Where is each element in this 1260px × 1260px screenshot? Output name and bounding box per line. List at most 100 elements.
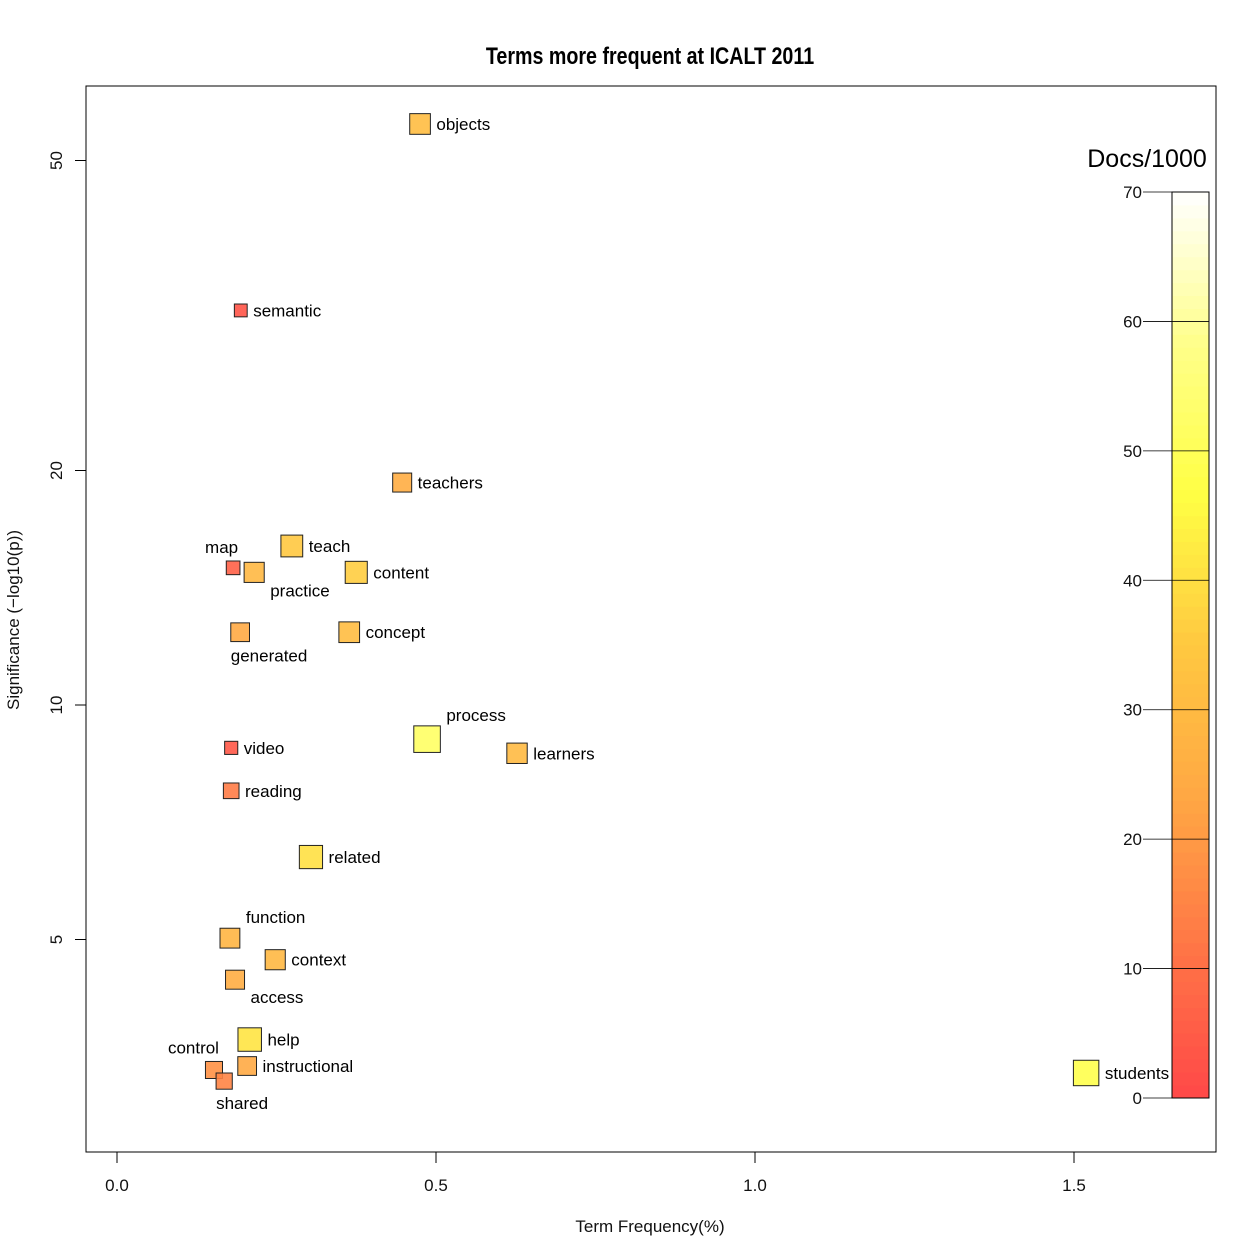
colorbar-tick-label: 60 <box>1123 312 1142 331</box>
point-marker <box>225 969 246 990</box>
colorbar-segment <box>1172 386 1209 400</box>
colorbar-segment <box>1172 399 1209 413</box>
chart-title: Terms more frequent at ICALT 2011 <box>486 42 814 69</box>
point-marker <box>392 472 413 493</box>
colorbar-segment <box>1172 916 1209 931</box>
colorbar-segment <box>1172 761 1209 775</box>
points-layer: objects semantic teachers teach map practice c… <box>168 113 1169 1113</box>
point-label: teachers <box>418 474 483 493</box>
colorbar-segment <box>1172 735 1209 750</box>
colorbar-segment <box>1172 1072 1209 1086</box>
colorbar-segment <box>1172 955 1209 970</box>
colorbar-tick-label: 30 <box>1123 701 1142 720</box>
point-label: access <box>251 988 304 1007</box>
point-marker <box>237 1056 258 1076</box>
point-label: learners <box>533 744 594 763</box>
colorbar-segment <box>1172 632 1209 646</box>
point-practice: practice <box>243 561 330 600</box>
point-marker <box>225 560 241 576</box>
point-context: context <box>264 949 346 971</box>
y-tick-label: 5 <box>47 935 66 944</box>
point-label: practice <box>270 581 330 600</box>
colorbar-segment <box>1172 321 1209 335</box>
colorbar-tick-label: 70 <box>1123 183 1142 202</box>
colorbar-segment <box>1172 683 1209 698</box>
colorbar-segment <box>1172 670 1209 685</box>
colorbar-tick-label: 40 <box>1123 571 1142 590</box>
point-label: related <box>329 848 381 867</box>
point-marker <box>344 560 368 584</box>
point-marker <box>506 742 528 764</box>
colorbar-segment <box>1172 580 1209 594</box>
point-label: teach <box>309 537 351 556</box>
colorbar-segment <box>1172 295 1209 309</box>
point-control: control <box>168 1038 223 1079</box>
colorbar-segment <box>1172 256 1209 271</box>
x-tick-label: 1.0 <box>743 1176 767 1195</box>
point-marker <box>230 622 250 643</box>
point-related: related <box>298 844 381 870</box>
colorbar-segment <box>1172 968 1209 983</box>
colorbar-segment <box>1172 347 1209 361</box>
y-axis: 5 10 20 50 <box>47 151 87 944</box>
y-tick-label: 20 <box>47 461 66 480</box>
colorbar-segment <box>1172 852 1209 866</box>
colorbar-segment <box>1172 515 1209 530</box>
colorbar-segment <box>1172 748 1209 762</box>
point-objects: objects <box>409 113 490 135</box>
point-label: context <box>291 951 346 970</box>
x-tick-label: 0.0 <box>105 1176 129 1195</box>
point-video: video <box>224 739 284 758</box>
y-axis-label: Significance (−log10(p)) <box>4 530 23 710</box>
point-marker <box>222 782 240 800</box>
colorbar-segment <box>1172 528 1209 542</box>
colorbar-segment <box>1172 463 1209 478</box>
point-teachers: teachers <box>392 472 483 493</box>
colorbar-segment <box>1172 230 1209 245</box>
colorbar-segment <box>1172 192 1209 206</box>
colorbar-segment <box>1172 619 1209 633</box>
x-tick-label: 1.5 <box>1062 1176 1086 1195</box>
point-marker <box>409 113 431 135</box>
point-semantic: semantic <box>233 301 322 320</box>
point-marker <box>1072 1059 1100 1087</box>
colorbar-segment <box>1172 696 1209 711</box>
colorbar-title: Docs/1000 <box>1087 145 1207 173</box>
point-marker <box>298 844 324 870</box>
point-label: function <box>246 908 306 927</box>
point-label: control <box>168 1038 219 1057</box>
colorbar-segment <box>1172 282 1209 297</box>
point-marker <box>264 949 286 971</box>
colorbar-segment <box>1172 412 1209 426</box>
x-axis-label: Term Frequency(%) <box>575 1217 724 1236</box>
point-label: semantic <box>253 301 322 320</box>
colorbar-segment <box>1172 554 1209 568</box>
point-process: process <box>413 706 506 753</box>
point-marker <box>243 561 265 583</box>
point-marker <box>224 740 239 755</box>
point-teach: teach <box>280 534 351 558</box>
colorbar-segment <box>1172 981 1209 995</box>
x-tick-label: 0.5 <box>424 1176 448 1195</box>
y-tick-label: 50 <box>47 151 66 170</box>
point-instructional: instructional <box>237 1056 353 1076</box>
colorbar-segment <box>1172 865 1209 879</box>
colorbar-segment <box>1172 1020 1209 1034</box>
colorbar-segment <box>1172 800 1209 814</box>
point-help: help <box>237 1027 300 1052</box>
colorbar-segment <box>1172 217 1209 232</box>
colorbar-segment <box>1172 890 1209 905</box>
colorbar-segment <box>1172 373 1209 387</box>
colorbar-segment <box>1172 593 1209 607</box>
colorbar-segment <box>1172 787 1209 801</box>
colorbar-tick-label: 50 <box>1123 442 1142 461</box>
colorbar-segment <box>1172 450 1209 465</box>
colorbar-segment <box>1172 774 1209 788</box>
point-label: help <box>267 1031 299 1050</box>
point-label: generated <box>231 647 308 666</box>
point-label: content <box>373 563 429 582</box>
point-label: process <box>446 706 506 725</box>
colorbar-segment <box>1172 489 1209 504</box>
colorbar-segment <box>1172 334 1209 348</box>
